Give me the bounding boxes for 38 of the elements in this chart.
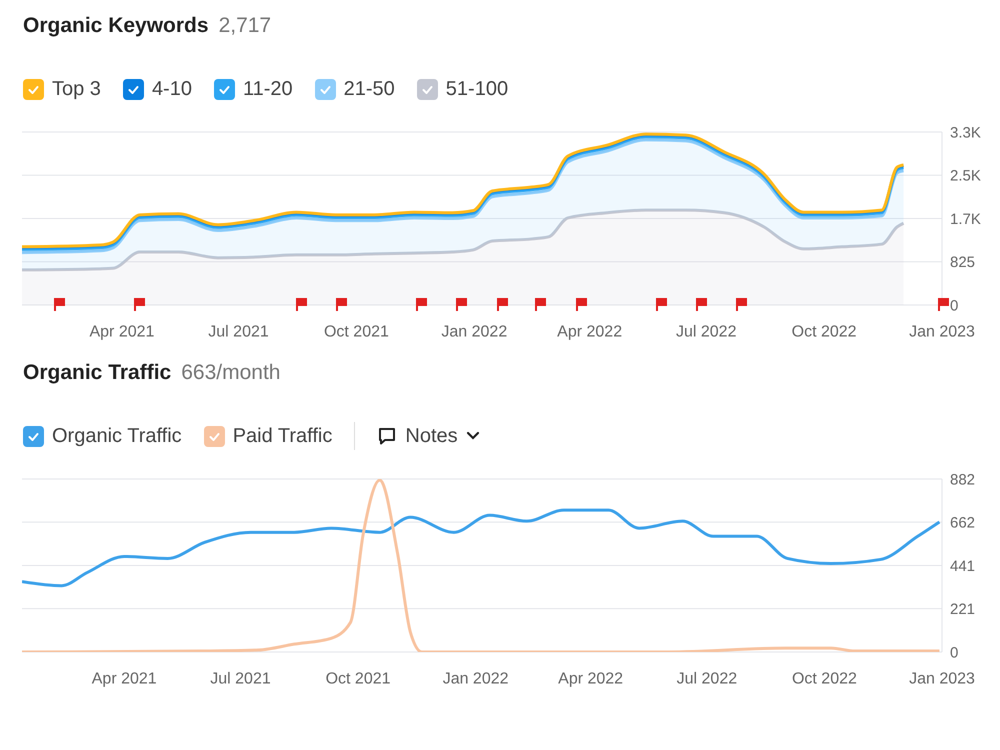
- chart-subtitle: 2,717: [218, 14, 272, 38]
- x-tick-label: Oct 2021: [324, 323, 389, 340]
- legend-label: 21-50: [342, 78, 395, 100]
- x-tick-label: Jul 2022: [676, 670, 738, 688]
- y-tick-label: 825: [950, 254, 976, 272]
- x-tick-label: Jul 2021: [210, 670, 271, 688]
- x-tick-label: Jul 2021: [208, 323, 269, 340]
- y-tick-label: 882: [950, 471, 976, 488]
- x-tick-label: Jan 2023: [909, 670, 976, 688]
- legend-label: Organic Traffic: [51, 424, 182, 448]
- x-tick-label: Apr 2021: [89, 323, 155, 340]
- chart-title: Organic Traffic: [23, 361, 172, 385]
- x-tick-label: Oct 2022: [792, 670, 858, 688]
- x-tick-label: Jul 2022: [676, 323, 737, 340]
- x-tick-label: Jan 2022: [442, 670, 509, 688]
- legend-label: Paid Traffic: [232, 424, 332, 448]
- y-tick-label: 0: [950, 644, 958, 662]
- legend-label: Top 3: [51, 78, 101, 100]
- legend-label: 11-20: [242, 78, 293, 100]
- x-tick-label: Apr 2022: [558, 670, 624, 688]
- chart-subtitle: 663/month: [181, 361, 280, 385]
- x-tick-label: Jan 2023: [909, 323, 976, 340]
- x-tick-label: Oct 2022: [792, 323, 857, 340]
- y-tick-label: 2.5K: [950, 168, 981, 185]
- x-tick-label: Oct 2021: [326, 670, 391, 688]
- x-tick-label: Apr 2022: [557, 323, 622, 340]
- y-tick-label: 221: [950, 600, 976, 618]
- legend-label: 51-100: [444, 78, 508, 100]
- y-tick-label: 0: [950, 297, 958, 314]
- x-tick-label: Jan 2022: [441, 323, 508, 340]
- y-tick-label: 662: [950, 514, 976, 532]
- text: Notes: [405, 424, 458, 448]
- legend-label: 4-10: [150, 78, 192, 100]
- chart-title: Organic Keywords: [23, 14, 209, 38]
- y-tick-label: 3.3K: [950, 124, 981, 142]
- y-tick-label: 441: [950, 558, 976, 575]
- x-tick-label: Apr 2021: [92, 670, 157, 688]
- y-tick-label: 1.7K: [950, 210, 981, 228]
